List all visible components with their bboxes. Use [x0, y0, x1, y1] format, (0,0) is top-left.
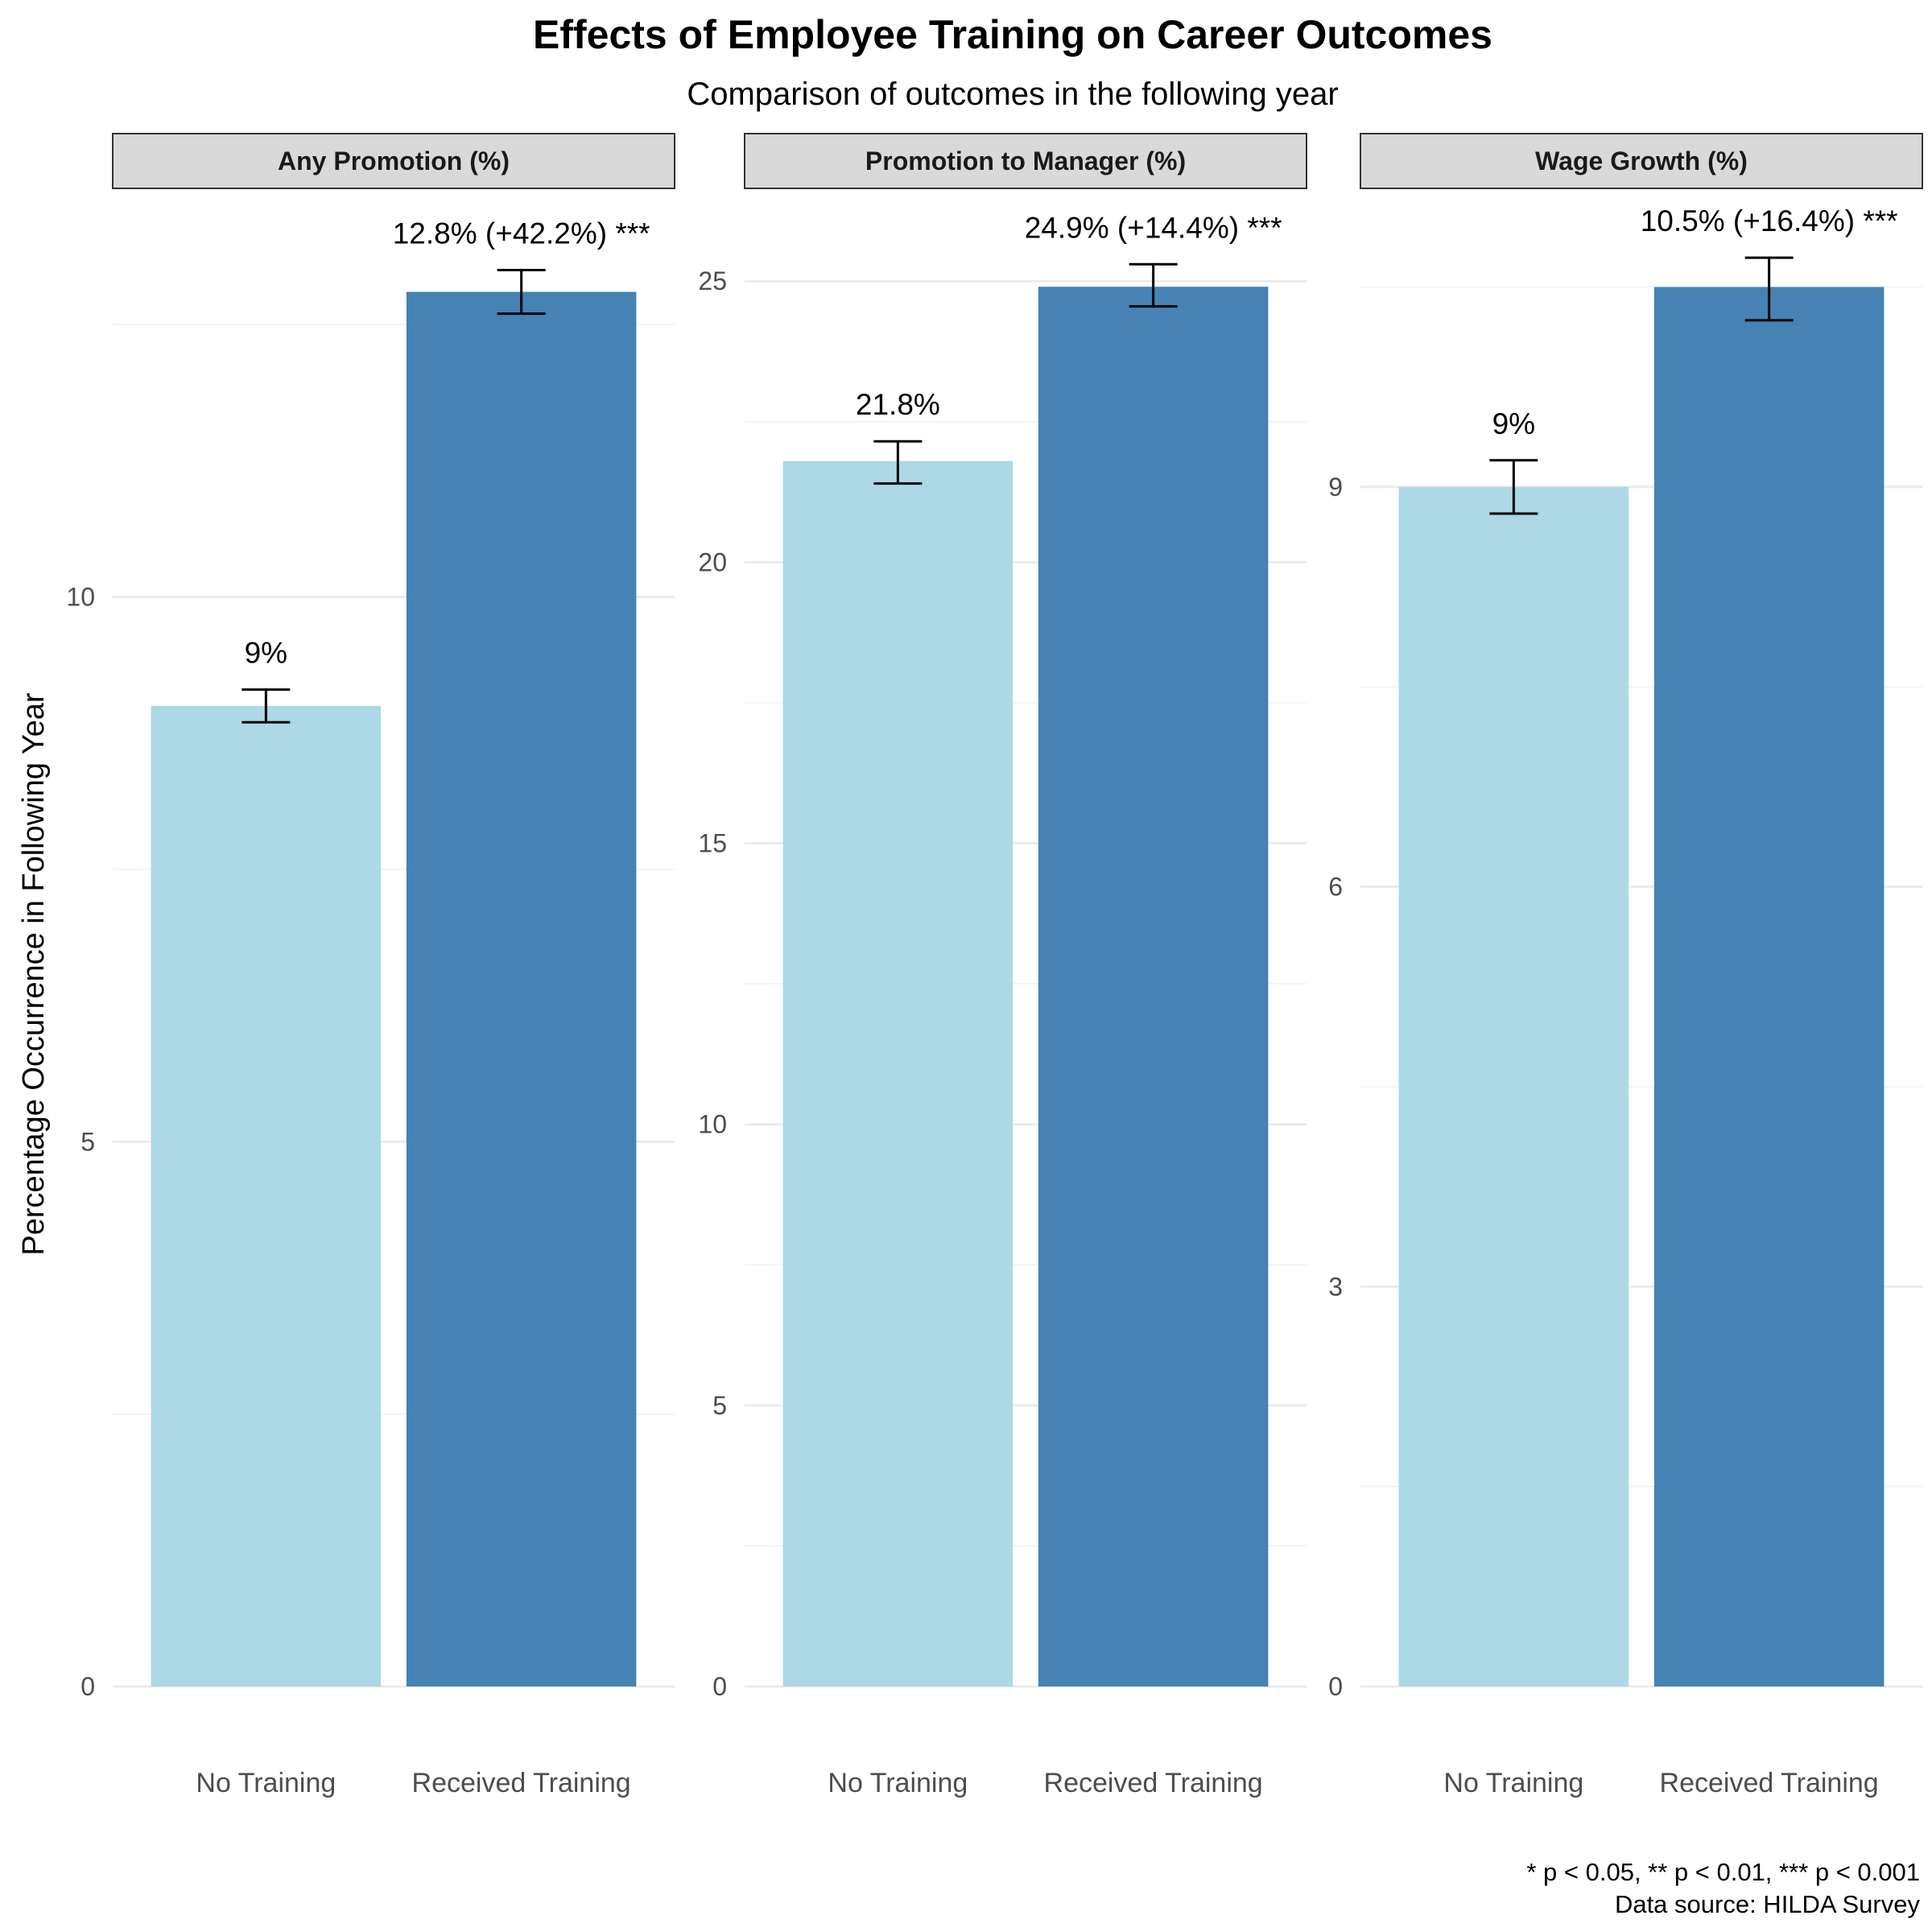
facet-panels: 0 5 10 Any Promotion (%) 9% No Training 12.8% …: [66, 133, 1923, 1798]
data-label: 21.8%: [856, 388, 940, 421]
y-tick-label: 20: [698, 547, 727, 576]
data-label: 12.8% (+42.2%) ***: [393, 217, 650, 250]
data-label: 9%: [1492, 407, 1535, 440]
error-bar: [873, 440, 923, 485]
facet-strip: [1360, 133, 1923, 189]
bar-wage-growth-received-training: [1653, 287, 1885, 1686]
bar-wage-growth-no-training: [1398, 486, 1629, 1686]
facet-strip-label: Wage Growth (%): [1535, 147, 1748, 175]
chart-title: Effects of Employee Training on Career O…: [533, 12, 1492, 57]
y-tick-label: 15: [698, 829, 727, 858]
y-tick-label: 3: [1328, 1272, 1343, 1301]
data-label: 24.9% (+14.4%) ***: [1025, 211, 1282, 244]
facet-strip-label: Any Promotion (%): [278, 147, 510, 175]
x-tick-label: Received Training: [1044, 1768, 1263, 1798]
y-tick-label: 5: [712, 1391, 727, 1420]
panel-promotion-to-manager: 0 5 10 15 20 25 Promotion to Manager (%) 21.8% N…: [698, 133, 1307, 1798]
x-tick-label: Received Training: [1660, 1768, 1879, 1798]
chart-subtitle: Comparison of outcomes in the following …: [687, 76, 1338, 112]
data-label: 9%: [245, 637, 287, 670]
y-tick-label: 0: [80, 1672, 95, 1701]
panel-wage-growth: 0 3 6 9 Wage Growth (%) 9% No Training 10.5% (+…: [1328, 133, 1923, 1798]
data-label: 10.5% (+16.4%) ***: [1641, 204, 1898, 237]
y-axis-label: Percentage Occurrence in Following Year: [17, 692, 51, 1256]
facet-strip: [112, 133, 675, 189]
x-tick-label: No Training: [196, 1768, 336, 1798]
error-bar: [1744, 256, 1794, 322]
facet-strip: [744, 133, 1307, 189]
x-tick-label: Received Training: [412, 1768, 631, 1798]
x-tick-label: No Training: [1443, 1768, 1583, 1798]
bar-promotion-to-manager-received-training: [1038, 287, 1269, 1687]
bar-any-promotion-no-training: [151, 705, 382, 1687]
caption-source: Data source: HILDA Survey: [1615, 1890, 1921, 1918]
x-tick-label: No Training: [828, 1768, 968, 1798]
error-bar: [1129, 262, 1178, 308]
y-tick-label: 9: [1328, 473, 1343, 502]
y-tick-label: 5: [80, 1127, 95, 1156]
caption-significance: * p < 0.05, ** p < 0.01, *** p < 0.001: [1526, 1858, 1920, 1886]
bar-any-promotion-received-training: [406, 291, 637, 1687]
y-tick-label: 10: [66, 583, 95, 612]
y-tick-label: 6: [1328, 873, 1343, 902]
error-bar: [242, 688, 291, 724]
y-tick-label: 0: [712, 1672, 727, 1701]
panel-any-promotion: 0 5 10 Any Promotion (%) 9% No Training 12.8% …: [66, 133, 675, 1798]
y-tick-label: 10: [698, 1110, 727, 1139]
y-tick-label: 25: [698, 266, 727, 295]
y-tick-label: 0: [1328, 1672, 1343, 1701]
bar-promotion-to-manager-no-training: [782, 460, 1013, 1686]
error-bar: [497, 269, 546, 316]
error-bar: [1489, 459, 1538, 515]
facet-strip-label: Promotion to Manager (%): [865, 147, 1186, 175]
